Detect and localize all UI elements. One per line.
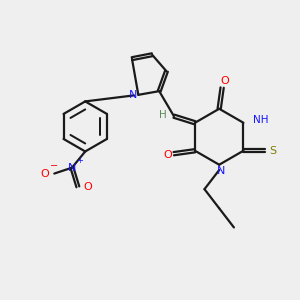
Text: O: O — [163, 150, 172, 160]
Text: O: O — [83, 182, 92, 192]
Text: NH: NH — [253, 115, 268, 125]
Text: N: N — [68, 163, 76, 173]
Text: −: − — [50, 161, 58, 171]
Text: O: O — [221, 76, 230, 86]
Text: O: O — [40, 169, 49, 178]
Text: +: + — [76, 156, 83, 165]
Text: N: N — [129, 90, 137, 100]
Text: H: H — [159, 110, 166, 120]
Text: S: S — [269, 146, 276, 156]
Text: N: N — [218, 166, 226, 176]
